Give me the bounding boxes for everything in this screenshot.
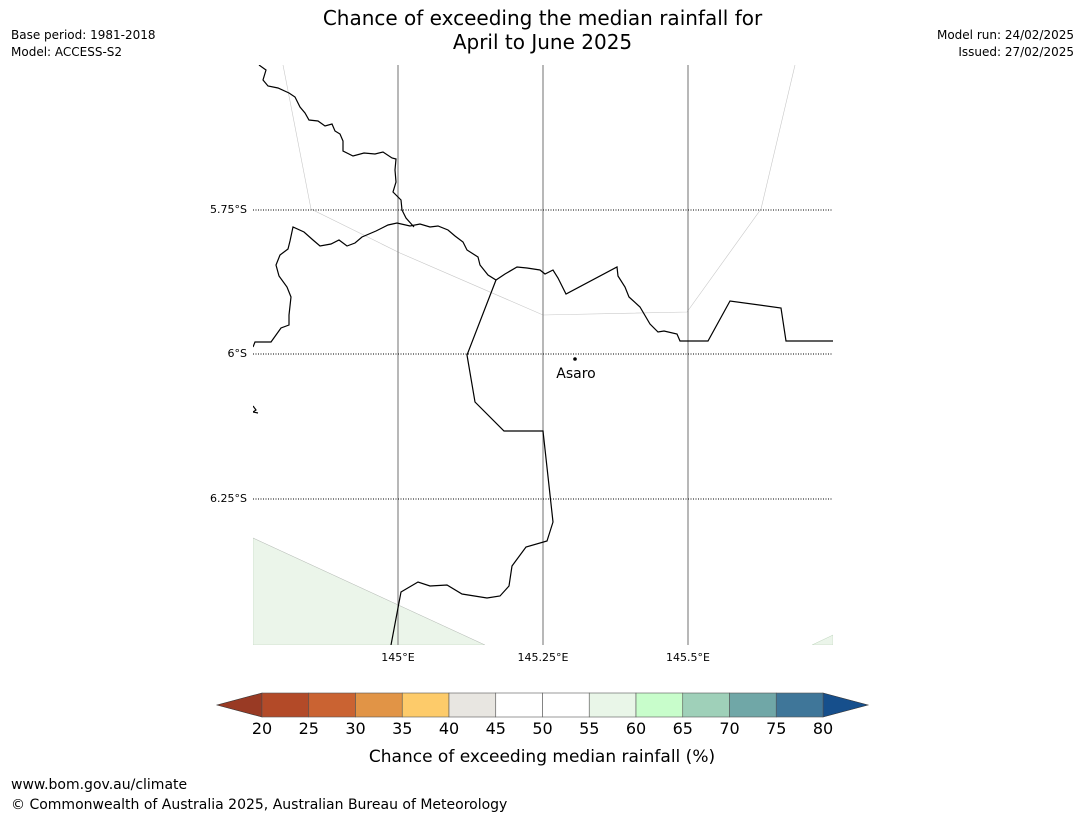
colorbar-cell — [355, 692, 403, 718]
cell-boundary-line — [282, 65, 796, 316]
colorbar-cells — [261, 692, 824, 718]
issued-text: Issued: 27/02/2025 — [958, 45, 1074, 59]
footer-copyright: © Commonwealth of Australia 2025, Austra… — [11, 797, 508, 813]
colorbar-ticks: 20 25 30 35 40 45 50 55 60 65 70 75 80 — [252, 719, 833, 738]
colorbar-cell — [775, 692, 824, 718]
asaro-marker — [573, 357, 577, 361]
model-run-text: Model run: 24/02/2025 — [936, 28, 1074, 42]
colorbar-cell — [588, 692, 637, 718]
colorbar-tick-label: 35 — [392, 719, 412, 738]
lat-label-5-75: 5.75°S — [210, 203, 247, 216]
footer-url: www.bom.gov.au/climate — [11, 777, 188, 793]
lat-label-6: 6°S — [228, 347, 247, 360]
colorbar-tick-label: 30 — [345, 719, 365, 738]
colorbar-tick-label: 65 — [673, 719, 693, 738]
colorbar-cell — [448, 692, 497, 718]
title-line-1: Chance of exceeding the median rainfall … — [322, 6, 763, 30]
colorbar-tick-label: 70 — [719, 719, 739, 738]
colorbar-cell — [682, 692, 730, 718]
model-text: Model: ACCESS-S2 — [11, 45, 123, 59]
colorbar-tick-label: 80 — [813, 719, 833, 738]
map-area: Asaro — [253, 65, 833, 645]
footer: www.bom.gov.au/climate © Commonwealth of… — [11, 775, 507, 815]
colorbar-cell — [729, 692, 777, 718]
colorbar-tick-label: 55 — [579, 719, 599, 738]
cell-boundary-line-2 — [253, 537, 486, 645]
colorbar: 20 25 30 35 40 45 50 55 60 65 70 75 80 Chance of exc… — [215, 692, 870, 767]
shaded-probability-corner — [811, 634, 833, 645]
colorbar-cell — [495, 692, 543, 718]
title-line-2: April to June 2025 — [452, 30, 633, 54]
colorbar-tick-label: 50 — [532, 719, 552, 738]
region-boundary-central — [253, 222, 833, 348]
map-title: Chance of exceeding the median rainfall … — [0, 6, 1085, 54]
meta-right: Model run: 24/02/2025 Issued: 27/02/2025 — [937, 27, 1074, 61]
lon-label-145: 145°E — [381, 651, 414, 664]
region-boundary-north — [258, 65, 415, 228]
region-boundary-west — [390, 279, 554, 645]
colorbar-label: Chance of exceeding median rainfall (%) — [369, 747, 715, 767]
colorbar-tick-label: 40 — [439, 719, 459, 738]
colorbar-tick-label: 45 — [486, 719, 506, 738]
asaro-label: Asaro — [556, 366, 595, 382]
colorbar-cell — [542, 692, 590, 718]
colorbar-cell — [635, 692, 684, 718]
region-boundary-stub — [253, 405, 259, 414]
colorbar-cell — [308, 692, 356, 718]
colorbar-tick-label: 20 — [252, 719, 272, 738]
colorbar-tick-label: 60 — [626, 719, 646, 738]
meta-left: Base period: 1981-2018 Model: ACCESS-S2 — [11, 27, 156, 61]
colorbar-tick-label: 25 — [299, 719, 319, 738]
colorbar-cell — [401, 692, 450, 718]
base-period-text: Base period: 1981-2018 — [11, 28, 156, 42]
colorbar-under-arrow — [215, 692, 263, 718]
lon-label-145-5: 145.5°E — [666, 651, 710, 664]
lon-label-145-25: 145.25°E — [518, 651, 569, 664]
colorbar-tick-label: 75 — [766, 719, 786, 738]
lat-label-6-25: 6.25°S — [210, 492, 247, 505]
colorbar-cell — [261, 692, 310, 718]
colorbar-over-arrow — [822, 692, 870, 718]
